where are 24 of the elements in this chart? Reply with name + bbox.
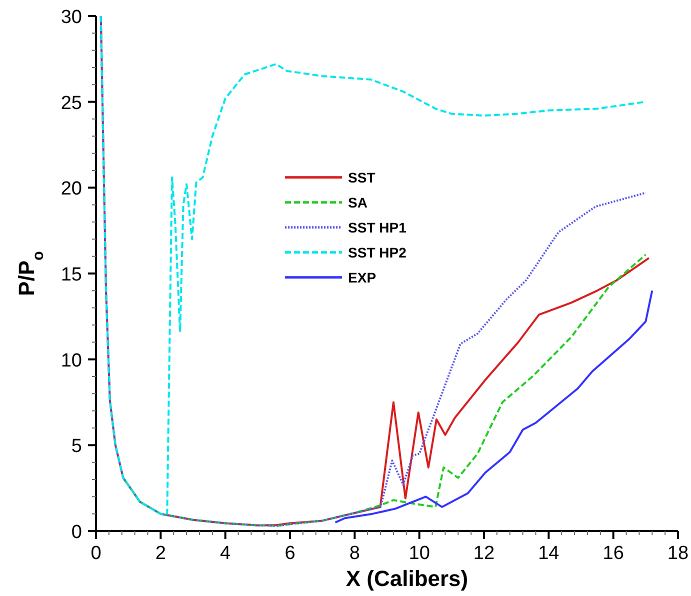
y-tick-label: 30 bbox=[60, 7, 82, 28]
y-tick-label: 5 bbox=[71, 436, 82, 458]
legend-label: SST HP1 bbox=[348, 219, 407, 236]
x-tick-label: 2 bbox=[155, 543, 166, 564]
x-tick-label: 10 bbox=[408, 543, 430, 564]
legend-label: SST bbox=[348, 169, 376, 186]
y-tick-label: 10 bbox=[60, 350, 82, 372]
x-tick-label: 6 bbox=[284, 543, 296, 564]
x-tick-label: 8 bbox=[349, 543, 360, 564]
x-tick-label: 14 bbox=[538, 543, 560, 564]
x-tick-label: 18 bbox=[667, 543, 689, 564]
legend-label: SA bbox=[348, 194, 368, 210]
legend-label: EXP bbox=[348, 269, 376, 286]
y-tick-label: 20 bbox=[60, 178, 82, 200]
x-tick-label: 16 bbox=[602, 543, 624, 564]
x-tick-label: 4 bbox=[220, 543, 232, 564]
x-axis-title: X (Calibers) bbox=[346, 566, 468, 591]
x-tick-label: 12 bbox=[473, 543, 495, 564]
legend-label: SST HP2 bbox=[348, 244, 407, 260]
line-series bbox=[334, 290, 654, 524]
y-tick-label: 15 bbox=[60, 264, 82, 286]
x-tick-label: 0 bbox=[90, 543, 102, 564]
y-tick-label: 25 bbox=[60, 92, 82, 114]
y-tick-label: 0 bbox=[71, 522, 82, 543]
